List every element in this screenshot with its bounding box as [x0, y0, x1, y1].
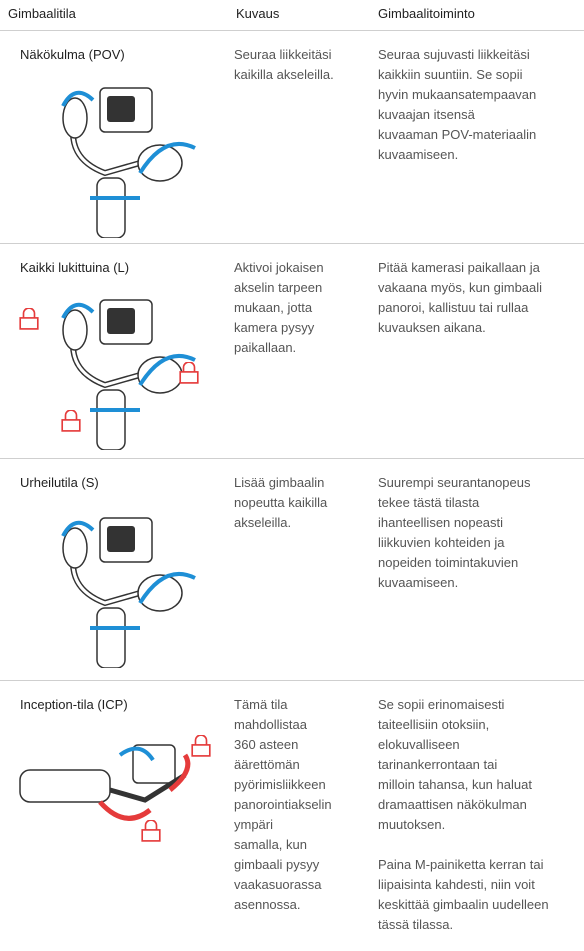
function-line: liikkuvien kohteiden ja	[378, 535, 505, 550]
function-line: Paina M-painiketta kerran tai	[378, 857, 544, 872]
column-header: Kuvaus	[236, 6, 280, 21]
mode-name: Urheilutila (S)	[20, 475, 99, 490]
function-line: Seuraa sujuvasti liikkeitäsi	[378, 47, 530, 62]
row-separator	[0, 243, 584, 244]
description-line: mukaan, jotta	[234, 300, 313, 315]
function-line: keskittää gimbaalin uudelleen	[378, 897, 549, 912]
lock-icon	[178, 362, 200, 384]
column-header: Gimbaalitila	[8, 6, 76, 21]
function-line: dramaattisen näkökulman	[378, 797, 527, 812]
description-line: vaakasuorassa	[234, 877, 322, 892]
description-line: paikallaan.	[234, 340, 297, 355]
function-line: liipaisinta kahdesti, niin voit	[378, 877, 535, 892]
function-line: milloin tahansa, kun haluat	[378, 777, 532, 792]
lock-icon	[190, 735, 212, 757]
lock-icon	[18, 308, 40, 330]
row-separator	[0, 680, 584, 681]
function-line: kaikkiin suuntiin. Se sopii	[378, 67, 523, 82]
description-line: asennossa.	[234, 897, 301, 912]
description-line: kaikilla akseleilla.	[234, 67, 334, 82]
row-separator	[0, 30, 584, 31]
description-line: akselin tarpeen	[234, 280, 323, 295]
description-line: gimbaali pysyy	[234, 857, 320, 872]
description-line: äärettömän	[234, 757, 300, 772]
function-line: Pitää kamerasi paikallaan ja	[378, 260, 540, 275]
description-line: Aktivoi jokaisen	[234, 260, 324, 275]
row-separator	[0, 458, 584, 459]
function-line: kuvaamiseen.	[378, 575, 459, 590]
description-line: pyörimisliikkeen	[234, 777, 326, 792]
function-line: elokuvalliseen	[378, 737, 460, 752]
description-line: Lisää gimbaalin	[234, 475, 325, 490]
function-line: panoroi, kallistuu tai rullaa	[378, 300, 529, 315]
function-line: muutoksen.	[378, 817, 446, 832]
function-line: nopeiden toimintakuvien	[378, 555, 519, 570]
gimbal-illustration	[19, 744, 191, 821]
function-line: vakaana myös, kun gimbaali	[378, 280, 543, 295]
description-line: panorointiakselin	[234, 797, 332, 812]
description-line: kamera pysyy	[234, 320, 315, 335]
function-line: Se sopii erinomaisesti	[378, 697, 505, 712]
function-line: hyvin mukaansatempaavan	[378, 87, 537, 102]
function-line: kuvaaman POV-materiaalin	[378, 127, 537, 142]
gimbal-illustration	[45, 78, 215, 238]
description-line: ympäri	[234, 817, 274, 832]
mode-name: Kaikki lukittuina (L)	[20, 260, 130, 275]
function-line: taiteellisiin otoksiin,	[378, 717, 490, 732]
function-line: kuvaamiseen.	[378, 147, 459, 162]
gimbal-illustration	[45, 508, 215, 668]
column-header: Gimbaalitoiminto	[378, 6, 475, 21]
description-line: Tämä tila	[234, 697, 288, 712]
description-line: nopeutta kaikilla	[234, 495, 328, 510]
function-line: Suurempi seurantanopeus	[378, 475, 531, 490]
function-line: tekee tästä tilasta	[378, 495, 480, 510]
description-line: 360 asteen	[234, 737, 299, 752]
mode-name: Näkökulma (POV)	[20, 47, 125, 62]
function-line: tässä tilassa.	[378, 917, 454, 932]
function-line: ihanteellisen nopeasti	[378, 515, 504, 530]
function-line: kuvaajan itsensä	[378, 107, 475, 122]
description-line: akseleilla.	[234, 515, 292, 530]
mode-name: Inception-tila (ICP)	[20, 697, 128, 712]
lock-icon	[60, 410, 82, 432]
description-line: samalla, kun	[234, 837, 307, 852]
function-line: tarinankerrontaan tai	[378, 757, 498, 772]
lock-icon	[140, 820, 162, 842]
description-line: Seuraa liikkeitäsi	[234, 47, 332, 62]
description-line: mahdollistaa	[234, 717, 307, 732]
function-line: kuvauksen aikana.	[378, 320, 486, 335]
